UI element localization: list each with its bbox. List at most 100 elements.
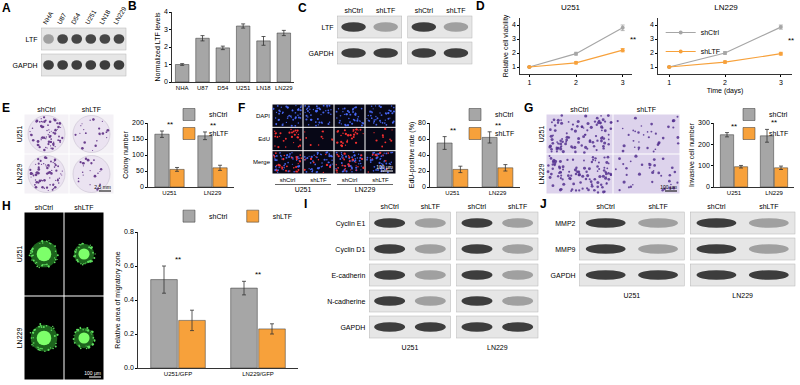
- svg-text:shLTF: shLTF: [637, 106, 656, 113]
- svg-text:E-cadherin: E-cadherin: [331, 272, 365, 279]
- svg-text:EdU-positive rate (%): EdU-positive rate (%): [408, 122, 416, 189]
- svg-text:0.8: 0.8: [124, 228, 134, 235]
- svg-text:LN229/GFP: LN229/GFP: [242, 371, 274, 377]
- svg-text:U251/GFP: U251/GFP: [164, 371, 192, 377]
- svg-text:LN229: LN229: [112, 5, 128, 25]
- svg-text:0: 0: [140, 183, 144, 190]
- svg-text:**: **: [788, 36, 794, 45]
- svg-text:GAPDH: GAPDH: [13, 62, 38, 69]
- svg-text:LTF: LTF: [26, 36, 38, 43]
- svg-text:LTF: LTF: [322, 24, 334, 31]
- svg-text:100 μm: 100 μm: [660, 184, 677, 190]
- svg-text:shCtrl: shCtrl: [280, 177, 296, 183]
- svg-text:shLTF: shLTF: [446, 7, 465, 14]
- svg-text:U87: U87: [55, 11, 67, 25]
- svg-text:shCtrl: shCtrl: [707, 203, 726, 210]
- svg-text:**: **: [175, 255, 181, 264]
- svg-text:shCtrl: shCtrl: [701, 29, 720, 36]
- svg-text:shCtrl: shCtrl: [769, 111, 788, 118]
- svg-text:2: 2: [650, 49, 654, 56]
- svg-text:LN229: LN229: [16, 328, 23, 349]
- svg-text:MMP2: MMP2: [555, 220, 575, 227]
- svg-text:U251: U251: [295, 186, 312, 193]
- svg-text:3: 3: [512, 35, 516, 42]
- svg-text:LN229: LN229: [16, 164, 23, 185]
- svg-text:40: 40: [418, 151, 426, 158]
- svg-text:**: **: [255, 270, 261, 279]
- svg-text:LN18: LN18: [98, 8, 112, 25]
- svg-text:U251: U251: [16, 126, 23, 143]
- svg-text:Cyclin D1: Cyclin D1: [335, 246, 365, 254]
- svg-text:LN18: LN18: [256, 85, 271, 91]
- svg-text:300: 300: [698, 119, 710, 126]
- svg-text:**: **: [731, 122, 737, 131]
- svg-text:3: 3: [164, 26, 168, 33]
- svg-text:U251: U251: [727, 190, 742, 196]
- svg-text:D54: D54: [70, 11, 82, 25]
- svg-text:2: 2: [574, 79, 578, 86]
- svg-text:U251: U251: [561, 3, 581, 12]
- svg-text:4: 4: [164, 8, 168, 15]
- svg-text:shLTF: shLTF: [421, 203, 440, 210]
- svg-text:GAPDH: GAPDH: [551, 272, 576, 279]
- svg-text:4: 4: [650, 21, 654, 28]
- svg-text:3: 3: [650, 35, 654, 42]
- svg-text:3: 3: [779, 79, 783, 86]
- svg-text:shCtrl: shCtrl: [380, 203, 399, 210]
- svg-text:shLTF: shLTF: [209, 130, 228, 137]
- svg-text:shCtrl: shCtrl: [415, 7, 434, 14]
- svg-text:0: 0: [164, 78, 168, 85]
- svg-text:shCtrl: shCtrl: [495, 111, 514, 118]
- svg-text:shCtrl: shCtrl: [468, 203, 487, 210]
- svg-text:shCtrl: shCtrl: [597, 203, 616, 210]
- svg-text:GAPDH: GAPDH: [340, 324, 365, 331]
- svg-text:Invasive cell number: Invasive cell number: [688, 122, 695, 186]
- svg-text:shCtrl: shCtrl: [209, 213, 228, 220]
- svg-text:80: 80: [418, 119, 426, 126]
- svg-text:**: **: [630, 35, 636, 44]
- svg-text:shLTF: shLTF: [310, 177, 327, 183]
- svg-text:100 μm: 100 μm: [84, 370, 101, 376]
- svg-text:shCtrl: shCtrl: [37, 106, 56, 113]
- svg-text:Cyclin E1: Cyclin E1: [336, 220, 366, 228]
- svg-text:4: 4: [512, 21, 516, 28]
- svg-text:U251: U251: [162, 190, 177, 196]
- svg-text:200: 200: [132, 119, 144, 126]
- svg-text:1: 1: [512, 63, 516, 70]
- svg-text:LN229: LN229: [714, 3, 738, 12]
- svg-text:1: 1: [527, 79, 531, 86]
- svg-text:100: 100: [698, 162, 710, 169]
- svg-text:shCtrl: shCtrl: [570, 106, 589, 113]
- svg-text:1: 1: [667, 79, 671, 86]
- svg-text:LN229: LN229: [765, 190, 783, 196]
- svg-text:3: 3: [621, 79, 625, 86]
- svg-text:shLTF: shLTF: [701, 48, 720, 55]
- svg-text:20: 20: [418, 167, 426, 174]
- svg-text:U87: U87: [197, 85, 209, 91]
- svg-text:shLTF: shLTF: [273, 213, 292, 220]
- svg-text:Normalized LTF levels: Normalized LTF levels: [154, 12, 161, 82]
- svg-text:Time (days): Time (days): [707, 87, 744, 95]
- svg-text:Colony number: Colony number: [122, 131, 130, 179]
- svg-text:shLTF: shLTF: [376, 7, 395, 14]
- svg-text:Merge: Merge: [253, 159, 271, 165]
- svg-text:U251: U251: [538, 126, 545, 143]
- svg-text:U251: U251: [16, 246, 23, 263]
- svg-text:0.4: 0.4: [124, 296, 134, 303]
- svg-text:shCtrl: shCtrl: [344, 7, 363, 14]
- svg-text:60: 60: [418, 135, 426, 142]
- svg-text:DAPI: DAPI: [256, 113, 270, 119]
- svg-text:0: 0: [706, 183, 710, 190]
- svg-text:NHA: NHA: [41, 10, 54, 26]
- svg-text:EdU: EdU: [258, 136, 270, 142]
- svg-text:shCtrl: shCtrl: [209, 111, 228, 118]
- svg-text:2: 2: [723, 79, 727, 86]
- svg-text:shCtrl: shCtrl: [342, 177, 358, 183]
- svg-text:U251: U251: [624, 292, 641, 299]
- svg-text:0.6: 0.6: [124, 262, 134, 269]
- svg-text:shCtrl: shCtrl: [35, 204, 54, 211]
- svg-text:2.5 mm: 2.5 mm: [94, 184, 111, 190]
- svg-text:LN229: LN229: [487, 344, 508, 351]
- svg-text:shLTF: shLTF: [495, 130, 514, 137]
- svg-text:U251: U251: [236, 85, 251, 91]
